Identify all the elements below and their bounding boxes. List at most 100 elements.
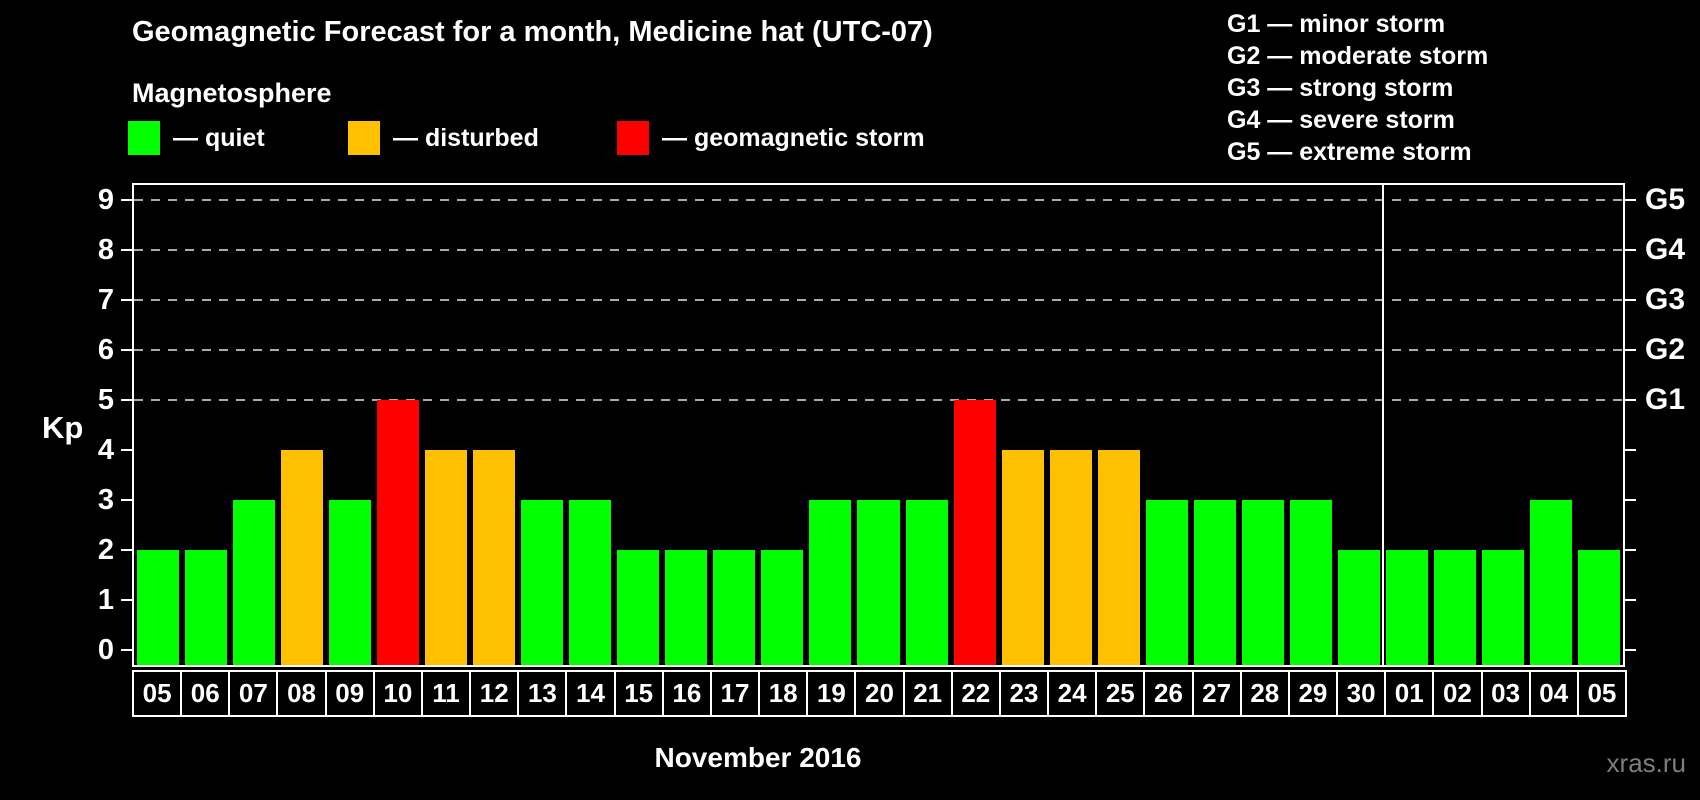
day-label-box-23: 23 — [998, 670, 1050, 717]
day-label-box-09: 09 — [324, 670, 375, 717]
day-label-box-30: 30 — [1336, 670, 1387, 717]
day-label-box-25: 25 — [1095, 670, 1146, 717]
day-label-box-26: 26 — [1143, 670, 1194, 717]
y-axis-label-0: 0 — [97, 634, 114, 666]
bar-day-05 — [137, 550, 180, 665]
bar-day-25 — [1097, 450, 1140, 665]
bar-day-22 — [953, 400, 996, 665]
legend-label-storm: — geomagnetic storm — [662, 123, 925, 152]
gridline-kp9 — [134, 199, 1623, 201]
day-label-box-29: 29 — [1287, 670, 1339, 717]
plot-area — [132, 183, 1625, 667]
day-label-box-05: 05 — [132, 670, 183, 717]
legend-label-quiet: — quiet — [173, 123, 265, 152]
day-label-box-15: 15 — [613, 670, 664, 717]
day-label-box-11: 11 — [420, 670, 472, 717]
bar-day-17 — [713, 550, 756, 665]
y-axis-tick-right-5 — [1625, 399, 1636, 401]
day-label-box-07: 07 — [228, 670, 279, 717]
bar-day-28 — [1241, 500, 1284, 665]
bar-day-18 — [761, 550, 804, 665]
bar-day-11 — [425, 450, 468, 665]
y-axis-tick-left-6 — [121, 349, 132, 351]
bar-day-14 — [569, 500, 612, 665]
day-label-box-18: 18 — [758, 670, 809, 717]
day-label-box-24: 24 — [1047, 670, 1098, 717]
bar-day-15 — [617, 550, 660, 665]
y-axis-tick-left-5 — [121, 399, 132, 401]
bar-day-19 — [809, 500, 852, 665]
y-axis-tick-right-1 — [1625, 599, 1636, 601]
x-axis-title: November 2016 — [654, 742, 862, 773]
right-axis-label-g4: G4 — [1645, 233, 1686, 266]
y-axis-label-2: 2 — [97, 534, 114, 566]
day-label-box-22: 22 — [950, 670, 1001, 717]
gridline-kp8 — [134, 249, 1623, 251]
day-label-box-19: 19 — [806, 670, 857, 717]
watermark: xras.ru — [1606, 748, 1686, 778]
bar-day-20 — [857, 500, 900, 665]
bar-day-04 — [1529, 500, 1572, 665]
g2-legend-line: G2 — moderate storm — [1227, 42, 1489, 70]
y-axis-tick-left-9 — [121, 199, 132, 201]
y-axis-tick-right-9 — [1625, 199, 1636, 201]
month-separator — [1381, 185, 1384, 665]
g1-legend-line: G1 — minor storm — [1227, 10, 1446, 38]
page-title: Geomagnetic Forecast for a month, Medici… — [132, 16, 933, 48]
day-label-box-05: 05 — [1576, 670, 1627, 717]
day-label-box-04: 04 — [1528, 670, 1579, 717]
y-axis-label-7: 7 — [97, 284, 114, 316]
y-axis-label-6: 6 — [97, 334, 114, 366]
legend-label-disturbed: — disturbed — [393, 123, 539, 152]
day-label-box-17: 17 — [709, 670, 761, 717]
bar-day-02 — [1433, 550, 1476, 665]
bar-day-27 — [1193, 500, 1236, 665]
y-axis-label-8: 8 — [97, 234, 114, 266]
day-label-box-10: 10 — [372, 670, 423, 717]
right-axis-label-g3: G3 — [1645, 283, 1686, 316]
y-axis-tick-right-2 — [1625, 549, 1636, 551]
bar-day-30 — [1337, 550, 1380, 665]
bar-day-13 — [521, 500, 564, 665]
storm-color-swatch — [617, 121, 649, 155]
y-axis-tick-right-7 — [1625, 299, 1636, 301]
right-axis-label-g5: G5 — [1645, 183, 1686, 216]
bar-day-21 — [905, 500, 948, 665]
day-label-box-21: 21 — [902, 670, 953, 717]
gridline-kp5 — [134, 399, 1623, 401]
y-axis-tick-right-6 — [1625, 349, 1636, 351]
y-axis-tick-right-3 — [1625, 499, 1636, 501]
y-axis-title: Kp — [42, 410, 84, 445]
day-label-box-27: 27 — [1191, 670, 1242, 717]
legend-title: Magnetosphere — [132, 78, 332, 108]
y-axis-label-9: 9 — [97, 184, 114, 216]
y-axis-tick-left-1 — [121, 599, 132, 601]
bar-day-23 — [1001, 450, 1044, 665]
y-axis-tick-left-8 — [121, 249, 132, 251]
y-axis-tick-left-3 — [121, 499, 132, 501]
day-label-box-14: 14 — [565, 670, 616, 717]
day-label-box-12: 12 — [469, 670, 520, 717]
legend-item-storm: — geomagnetic storm — [617, 121, 925, 155]
gridline-kp6 — [134, 349, 1623, 351]
legend-item-disturbed: — disturbed — [348, 121, 539, 155]
g-scale-legend: G1 — minor storm G2 — moderate storm G3 … — [1227, 8, 1488, 168]
right-axis-label-g2: G2 — [1645, 333, 1686, 366]
bar-day-10 — [377, 400, 420, 665]
day-label-box-16: 16 — [661, 670, 712, 717]
bar-day-29 — [1289, 500, 1332, 665]
y-axis-tick-right-0 — [1625, 649, 1636, 651]
bar-day-09 — [329, 500, 372, 665]
bar-day-03 — [1481, 550, 1524, 665]
bar-day-24 — [1049, 450, 1092, 665]
day-label-box-02: 02 — [1432, 670, 1483, 717]
bar-day-26 — [1145, 500, 1188, 665]
y-axis-tick-left-0 — [121, 649, 132, 651]
quiet-color-swatch — [128, 121, 160, 155]
y-axis-label-3: 3 — [97, 484, 114, 516]
y-axis-tick-left-4 — [121, 449, 132, 451]
right-axis-label-g1: G1 — [1645, 383, 1686, 416]
bar-day-07 — [233, 500, 276, 665]
y-axis-label-5: 5 — [97, 384, 114, 416]
